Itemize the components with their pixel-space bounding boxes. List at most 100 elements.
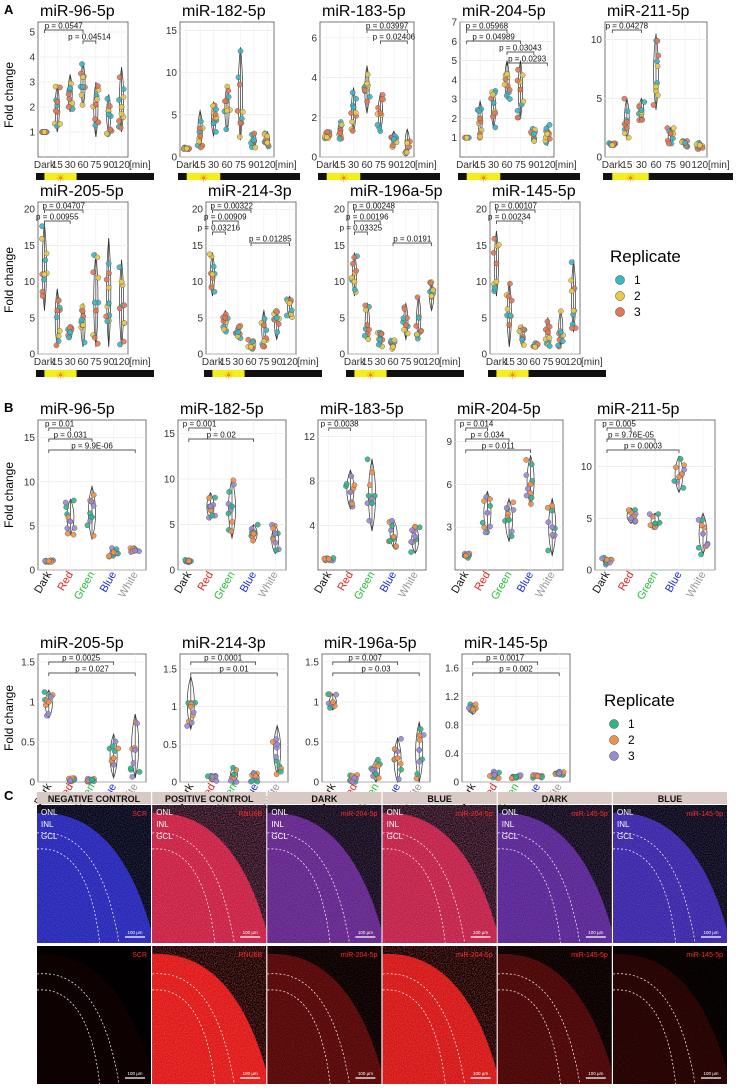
x-tick-label: 15 <box>504 357 516 368</box>
data-point <box>403 149 410 156</box>
data-point <box>90 532 97 539</box>
data-point <box>496 241 502 248</box>
data-point <box>569 325 575 331</box>
data-point <box>673 464 679 471</box>
data-point <box>329 699 336 705</box>
significance-bracket <box>328 427 351 431</box>
data-point <box>558 308 564 315</box>
layer-boundary <box>152 973 235 1085</box>
data-point <box>109 743 116 750</box>
x-tick-label: 15 <box>220 357 232 368</box>
data-point <box>323 134 330 140</box>
data-point <box>235 74 242 81</box>
y-tick-label: 5 <box>451 56 457 67</box>
layer-label: INL <box>156 820 169 829</box>
chart-miR-211-5p: miR-211-5p 0 5 10 p = 0.005 p = 9.76E-05 p = 0… <box>581 401 716 602</box>
x-unit-label: [min] <box>439 357 461 368</box>
data-point <box>343 481 350 487</box>
y-tick-label: 5 <box>169 520 175 531</box>
y-tick-label: 1 <box>29 128 35 139</box>
p-value-label: p = 0.01 <box>45 420 75 429</box>
significance-bracket <box>48 427 71 431</box>
data-point <box>393 543 400 549</box>
layer-boundary <box>612 973 696 1085</box>
y-tick-label: 0.4 <box>445 749 459 760</box>
layer-boundary <box>612 832 696 944</box>
x-tick-label: 60 <box>529 357 541 368</box>
chart-title: miR-182-5p <box>182 3 266 20</box>
y-tick-label: 15 <box>164 429 176 440</box>
data-point <box>416 747 423 753</box>
data-point <box>524 485 531 492</box>
data-point <box>273 771 280 777</box>
data-point <box>418 327 424 334</box>
x-tick-label: 30 <box>348 160 360 171</box>
y-tick-label: 5 <box>197 313 203 324</box>
p-value-label: p = 0.0025 <box>62 654 101 663</box>
p-value-label: p = 0.002 <box>499 665 533 674</box>
significance-bracket <box>506 51 535 55</box>
data-point <box>237 120 244 127</box>
significance-bracket <box>188 427 211 431</box>
data-point <box>57 121 63 127</box>
merged-image: SCR ONL INL GCL 100 µm <box>36 805 151 944</box>
significance-bracket <box>506 62 548 66</box>
layer-label: ONL <box>41 808 58 817</box>
legend-swatch <box>609 735 619 745</box>
significance-bracket <box>472 661 538 665</box>
data-point <box>349 89 356 96</box>
data-point <box>568 288 575 294</box>
significance-bracket <box>44 209 84 213</box>
probe-image: miR-145-5p 100 µm <box>612 946 727 1085</box>
y-tick-label: 2 <box>311 113 317 124</box>
y-tick-label: 1 <box>171 702 177 713</box>
p-value-label: p = 0.04514 <box>68 33 111 42</box>
layer-boundary <box>612 989 677 1085</box>
y-axis-label: Fold change <box>2 247 16 313</box>
data-point <box>390 142 396 148</box>
data-point <box>543 125 550 132</box>
data-point <box>544 504 551 511</box>
y-tick-label: 1.2 <box>445 692 459 703</box>
data-point <box>513 774 519 780</box>
data-point <box>375 775 382 781</box>
data-point <box>477 133 483 140</box>
data-point <box>198 118 204 125</box>
violin <box>364 65 370 114</box>
light-timeline-on <box>186 173 221 180</box>
data-point <box>413 323 420 329</box>
data-point <box>42 257 49 264</box>
data-point <box>127 765 134 772</box>
data-point <box>272 539 279 546</box>
data-point <box>671 478 678 484</box>
chart-miR-183-5p: miR-183-5p 0 2 4 6 p = 0.03997 p = 0.02406 Dark… <box>311 3 440 185</box>
data-point <box>213 129 219 135</box>
data-point <box>676 474 682 480</box>
data-point <box>700 530 706 537</box>
data-point <box>367 93 373 100</box>
data-point <box>275 321 282 327</box>
probe-label: RNU6B <box>238 952 262 959</box>
data-point <box>638 107 645 113</box>
data-point <box>546 122 553 128</box>
layer-label: GCL <box>156 832 173 841</box>
data-point <box>45 711 52 717</box>
data-point <box>546 343 553 349</box>
light-timeline-on <box>326 173 361 180</box>
y-tick-label: 0 <box>596 153 602 164</box>
data-point <box>79 61 85 67</box>
data-point <box>556 770 563 777</box>
data-point <box>369 495 375 502</box>
x-tick-label: 60 <box>77 160 89 171</box>
data-point <box>369 500 375 507</box>
significance-bracket <box>392 242 432 246</box>
y-tick-label: 3 <box>446 523 452 534</box>
x-tick-label: 60 <box>387 357 399 368</box>
data-point <box>632 518 639 524</box>
sun-icon: ☀ <box>366 370 376 382</box>
probe-label: miR-145-5p <box>686 952 723 959</box>
data-point <box>477 115 483 122</box>
data-point <box>115 745 122 752</box>
x-tick-label: Red <box>616 570 636 593</box>
